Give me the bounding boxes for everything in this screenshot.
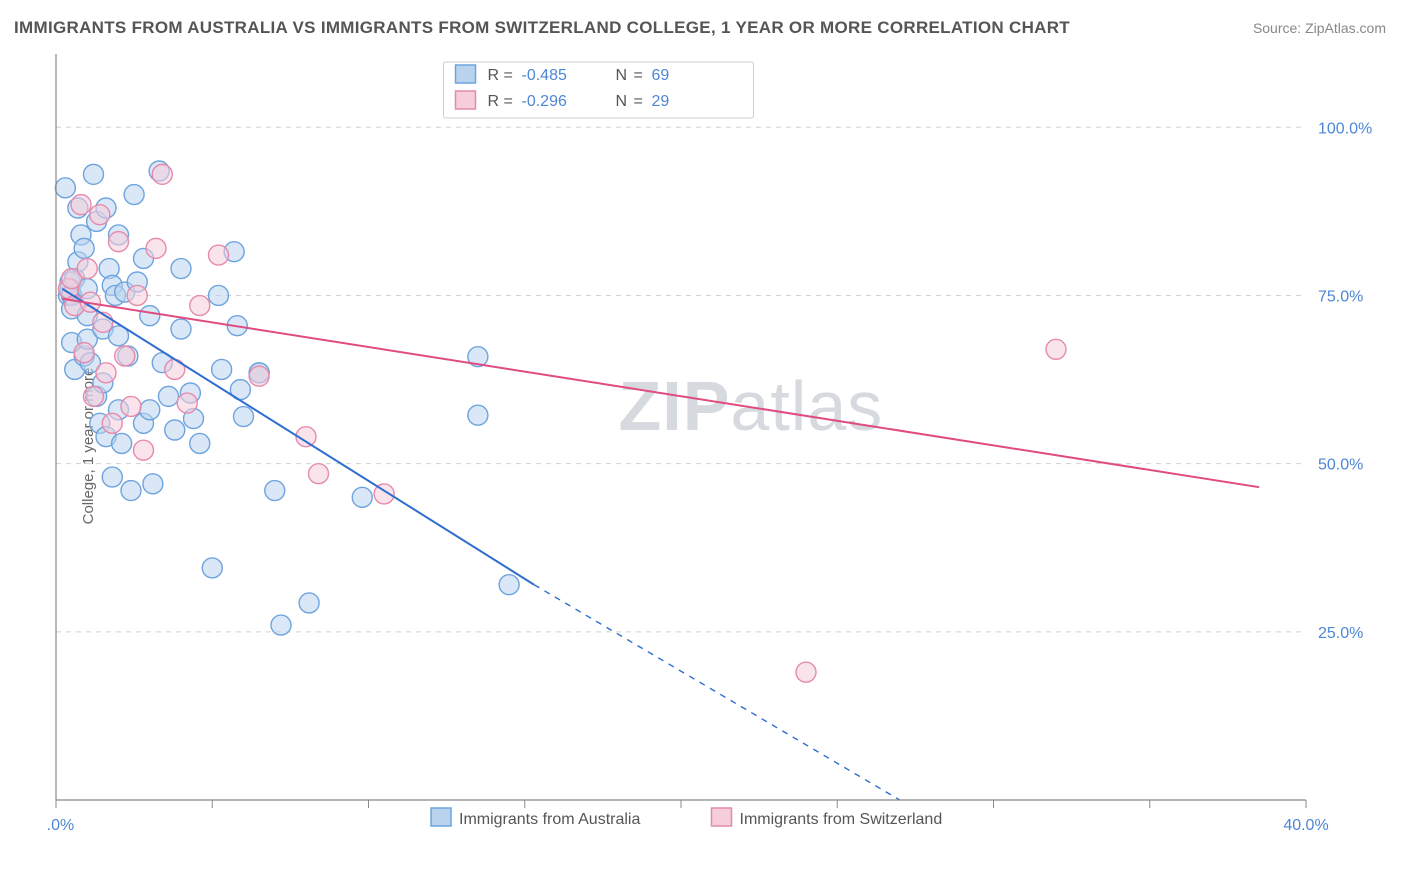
point-australia: [112, 433, 132, 453]
point-australia: [159, 386, 179, 406]
legend-r-label: R: [488, 67, 500, 84]
point-australia: [499, 575, 519, 595]
legend-eq: =: [504, 93, 513, 110]
x-tick-label: 40.0%: [1283, 817, 1328, 834]
watermark: ZIPatlas: [619, 367, 884, 445]
point-switzerland: [209, 245, 229, 265]
trend-line-australia: [62, 289, 534, 585]
legend-bottom-swatch: [712, 808, 732, 826]
point-switzerland: [796, 662, 816, 682]
y-tick-label: 100.0%: [1318, 120, 1372, 137]
legend-r-value: -0.296: [522, 93, 567, 110]
source-label: Source: ZipAtlas.com: [1253, 20, 1386, 36]
point-switzerland: [74, 343, 94, 363]
legend-bottom-swatch: [431, 808, 451, 826]
point-australia: [124, 185, 144, 205]
point-switzerland: [190, 296, 210, 316]
legend-r-value: -0.485: [522, 67, 567, 84]
point-switzerland: [115, 346, 135, 366]
point-australia: [299, 593, 319, 613]
point-switzerland: [309, 464, 329, 484]
legend-r-label: R: [488, 93, 500, 110]
legend-eq: =: [634, 93, 643, 110]
legend-n-label: N: [616, 93, 628, 110]
scatter-plot: ZIPatlas 0.0%40.0%25.0%50.0%75.0%100.0% …: [48, 48, 1388, 878]
point-australia: [234, 407, 254, 427]
point-switzerland: [165, 359, 185, 379]
point-australia: [84, 164, 104, 184]
point-australia: [121, 481, 141, 501]
y-tick-label: 50.0%: [1318, 457, 1363, 474]
point-switzerland: [77, 259, 97, 279]
point-switzerland: [134, 440, 154, 460]
point-switzerland: [96, 363, 116, 383]
point-australia: [74, 238, 94, 258]
chart-title: IMMIGRANTS FROM AUSTRALIA VS IMMIGRANTS …: [14, 18, 1070, 38]
point-australia: [140, 306, 160, 326]
point-switzerland: [109, 232, 129, 252]
legend-eq: =: [634, 67, 643, 84]
point-australia: [209, 285, 229, 305]
point-switzerland: [84, 386, 104, 406]
y-tick-label: 75.0%: [1318, 288, 1363, 305]
legend-swatch: [456, 91, 476, 109]
point-australia: [190, 433, 210, 453]
legend-n-value: 69: [652, 67, 670, 84]
legend-bottom-label: Immigrants from Australia: [459, 811, 640, 828]
point-switzerland: [102, 413, 122, 433]
point-switzerland: [121, 396, 141, 416]
point-australia: [165, 420, 185, 440]
point-switzerland: [1046, 339, 1066, 359]
y-tick-label: 25.0%: [1318, 625, 1363, 642]
point-australia: [102, 467, 122, 487]
point-australia: [212, 359, 232, 379]
point-australia: [143, 474, 163, 494]
point-australia: [55, 178, 75, 198]
point-switzerland: [177, 393, 197, 413]
point-australia: [271, 615, 291, 635]
point-switzerland: [146, 238, 166, 258]
point-switzerland: [71, 195, 91, 215]
legend-n-value: 29: [652, 93, 670, 110]
point-australia: [202, 558, 222, 578]
point-australia: [468, 405, 488, 425]
point-australia: [140, 400, 160, 420]
point-australia: [171, 319, 191, 339]
point-australia: [352, 487, 372, 507]
point-switzerland: [90, 205, 110, 225]
legend-n-label: N: [616, 67, 628, 84]
trend-line-australia-dash: [534, 585, 900, 800]
legend-bottom-label: Immigrants from Switzerland: [740, 811, 943, 828]
point-switzerland: [152, 164, 172, 184]
point-switzerland: [127, 285, 147, 305]
point-australia: [265, 481, 285, 501]
point-switzerland: [249, 366, 269, 386]
point-australia: [171, 259, 191, 279]
x-tick-label: 0.0%: [48, 817, 74, 834]
legend-swatch: [456, 65, 476, 83]
legend-eq: =: [504, 67, 513, 84]
